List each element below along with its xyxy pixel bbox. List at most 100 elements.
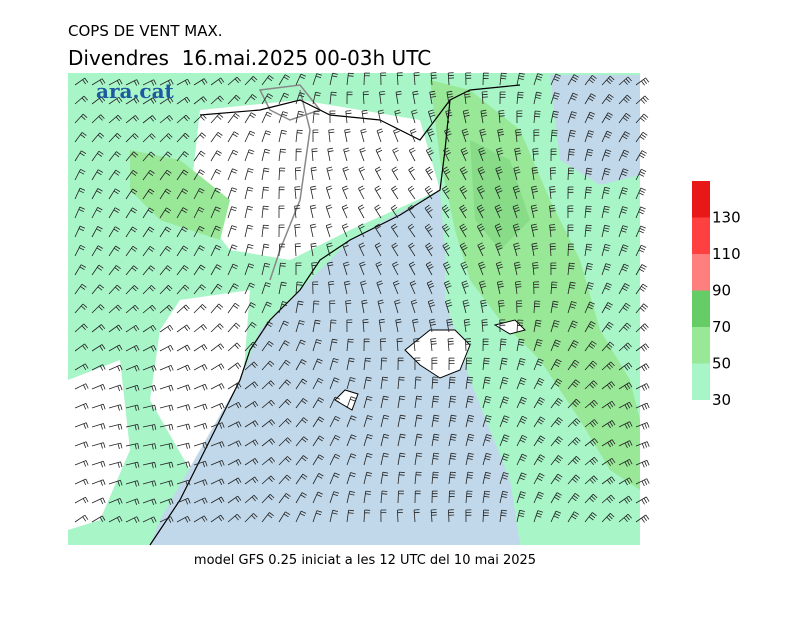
wind-barb [193,460,208,468]
wind-barb [358,185,365,200]
wind-barb [601,205,610,219]
wind-barb [635,244,647,257]
wind-barb [567,456,581,466]
wind-barb [278,129,287,143]
wind-barb [465,357,473,371]
wind-barb [408,261,416,276]
wind-barb [392,261,399,276]
wind-barb [244,361,258,371]
wind-barb [482,396,492,409]
wind-barb [465,452,474,466]
wind-barb [327,261,334,276]
wind-barb [478,261,486,276]
wind-barb [227,94,241,105]
wind-barb [142,480,157,487]
wind-barb [278,243,286,257]
wind-barb [567,492,580,504]
subtitle: Divendres 16.mai.2025 00-03h UTC [68,46,431,70]
wind-barb [108,479,123,487]
wind-barb [584,93,596,105]
legend-swatch [692,217,710,254]
wind-barb [108,226,121,238]
wind-barb [516,110,523,124]
wind-barb [495,242,503,257]
wind-barb [244,186,254,200]
wind-barb [74,225,86,238]
wind-barb [567,437,581,447]
wind-barb [618,342,632,352]
wind-barb [261,243,270,257]
wind-barb [584,224,592,238]
wind-barb [125,365,140,372]
wind-barb [74,422,89,429]
wind-barb [329,110,336,123]
wind-barb [108,169,121,181]
wind-barb [295,92,305,105]
wind-barb [193,132,207,143]
wind-barb [499,509,507,523]
wind-barb [635,264,647,276]
wind-barb [159,443,174,450]
wind-barb [261,438,276,447]
legend-label: 30 [712,391,731,409]
wind-barb [193,264,206,276]
wind-barb [567,167,575,181]
wind-barb [494,204,503,219]
wind-barb [431,357,438,371]
wind-barb [550,455,563,466]
wind-barb [601,321,614,333]
wind-barb [550,262,557,276]
sea-calm [150,190,520,545]
wind-barb [550,281,558,295]
wind-barb [346,472,356,485]
wind-barb [412,318,419,333]
wind-barb [601,476,616,485]
wind-barb [480,299,488,314]
wind-barb [295,417,308,428]
wind-barb [584,456,599,466]
wind-barb [159,188,172,200]
wind-barb [584,243,593,257]
wind-barb [142,115,157,124]
wind-barb [294,186,301,200]
wind-barb [193,206,205,219]
wind-barb [176,169,189,181]
wind-barb [261,282,271,295]
wind-barb [309,204,317,219]
wind-barb [227,244,238,257]
wind-barb [193,284,206,295]
wind-barb [142,265,156,276]
wind-barb [635,478,650,487]
wind-barb [210,225,221,238]
wind-barb [193,114,207,124]
legend: 30 50 70 90 110 130 [692,181,741,409]
wind-barb [227,113,240,124]
wind-barb [413,72,420,86]
wind-barb [516,91,524,105]
wind-barb [448,471,456,485]
wind-barb [278,456,292,466]
wind-barb [516,491,526,504]
wind-barb [210,264,222,276]
wind-barb [328,129,335,143]
wind-barb [550,339,561,352]
wind-barb [601,381,616,390]
wind-barb [159,207,172,219]
wind-barb [532,148,539,162]
wind-zone-strong [130,150,230,240]
wind-barb [125,97,140,105]
wind-barb [91,403,106,411]
wind-barb [397,414,406,428]
wind-barb [193,344,208,352]
wind-barb [448,414,457,428]
wind-barb [227,168,238,181]
wind-barb [361,299,368,314]
wind-barb [481,91,488,105]
map: ara.cat [68,72,650,546]
wind-barb [530,223,538,238]
wind-barb [363,471,373,485]
wind-barb [377,299,384,314]
wind-barb [431,452,440,466]
wind-barb [425,147,434,162]
wind-barb [426,280,435,295]
